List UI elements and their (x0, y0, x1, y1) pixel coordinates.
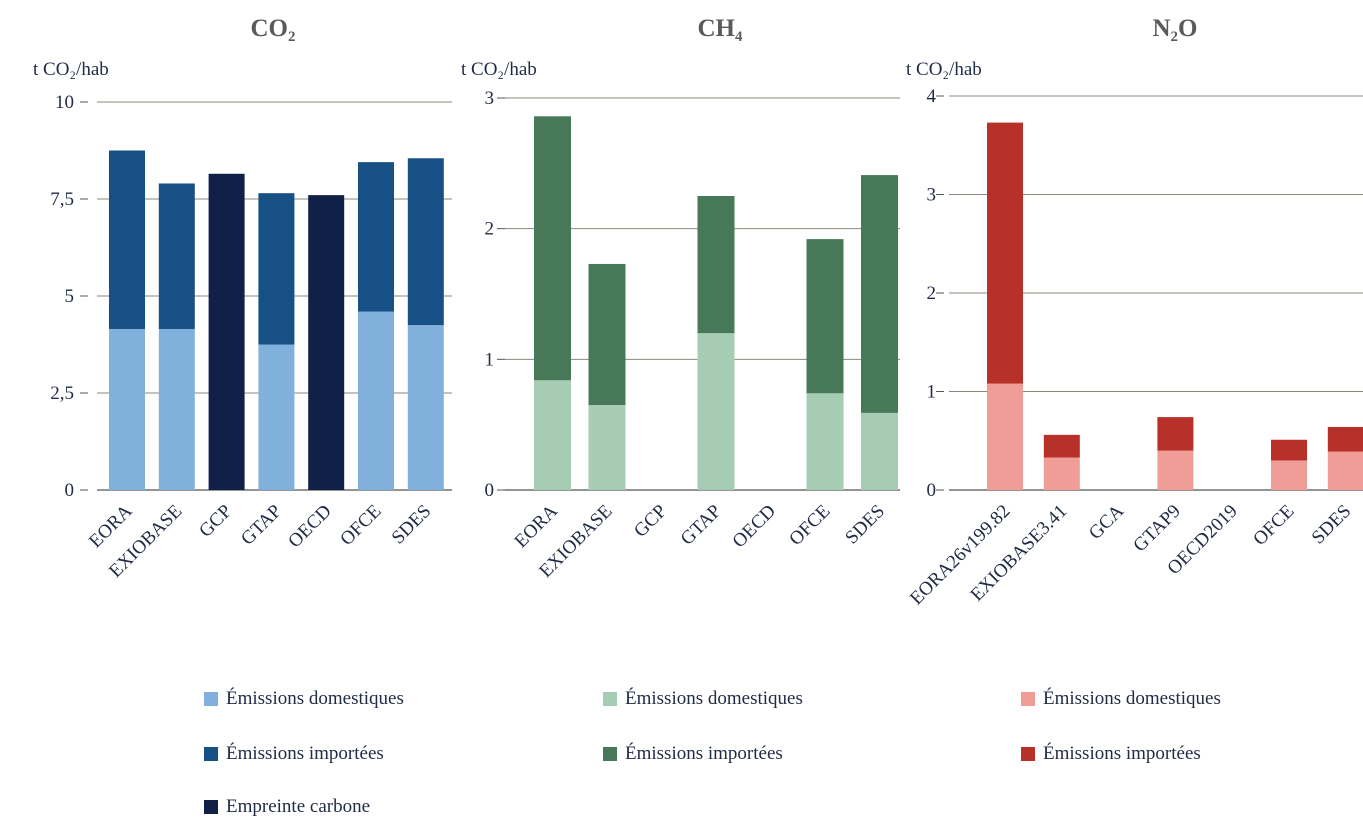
legend-label: Émissions domestiques (1043, 688, 1221, 709)
x-tick-label: EORA26v199.82 (906, 501, 1015, 610)
legend-label: Émissions importées (226, 743, 384, 764)
x-tick-label: GTAP9 (1129, 501, 1185, 557)
y-tick-label: 2,5 (50, 383, 74, 404)
bar-ofce-series-1 (358, 162, 394, 312)
bar-ofce-series-0 (358, 311, 394, 490)
y-axis-unit: t CO₂/hab (33, 59, 109, 80)
bar-exiobase3.41-series-1 (1043, 434, 1080, 458)
bar-eora-series-0 (109, 328, 145, 490)
x-tick-label: OFCE (336, 501, 385, 550)
legend-label: Émissions domestiques (625, 688, 803, 709)
x-tick-label: OECD (284, 501, 335, 552)
bar-exiobase-series-0 (158, 328, 195, 490)
bar-ofce-series-0 (1271, 460, 1307, 490)
y-tick-label: 4 (927, 86, 937, 107)
chart-title: CO2 (251, 15, 296, 45)
y-axis-unit: t CO₂/hab (906, 59, 982, 80)
bar-gtap-series-0 (258, 344, 295, 490)
bar-sdes-series-1 (1327, 426, 1363, 452)
y-tick-label: 3 (485, 88, 495, 109)
y-tick-label: 2 (927, 283, 937, 304)
y-tick-label: 10 (55, 92, 74, 113)
chart-panel-2: N2O t CO₂/hab 0 1 2 3 4 EORA26v199.82EXIOBASE3.… (906, 15, 1363, 609)
legend-n2o-domestic: Émissions domestiques (1021, 688, 1221, 710)
bar-eora-series-1 (109, 150, 145, 329)
x-tick-label: GTAP (237, 501, 286, 550)
x-tick-label: OFCE (785, 501, 834, 550)
bar-sdes-series-0 (861, 412, 898, 490)
x-tick-label: EXIOBASE3.41 (967, 501, 1072, 606)
x-tick-label: SDES (1308, 501, 1356, 549)
bar-gtap9-series-1 (1157, 417, 1194, 451)
x-tick-label: GCP (630, 501, 671, 542)
legend-swatch (603, 692, 617, 706)
legend-n2o-imported: Émissions importées (1021, 743, 1201, 765)
legend-co2-domestic: Émissions domestiques (204, 688, 404, 710)
x-tick-label: OECD (729, 501, 780, 552)
legend-co2-footprint: Empreinte carbone (204, 796, 370, 818)
legend-swatch (204, 747, 218, 761)
legend-swatch (1021, 692, 1035, 706)
legend-swatch (204, 800, 218, 814)
legend-ch4-imported: Émissions importées (603, 743, 783, 765)
legend-swatch (1021, 747, 1035, 761)
bar-eora26v199.82-series-0 (987, 383, 1023, 490)
legend-label: Empreinte carbone (226, 796, 371, 817)
y-tick-label: 0 (485, 480, 495, 501)
y-tick-label: 1 (485, 349, 495, 370)
x-tick-label: GTAP (677, 501, 726, 550)
y-tick-label: 0 (65, 480, 75, 501)
x-tick-label: GCP (195, 501, 236, 542)
y-tick-label: 2 (485, 219, 495, 240)
y-tick-label: 7,5 (50, 189, 74, 210)
y-tick-label: 0 (927, 480, 937, 501)
bar-exiobase-series-0 (588, 405, 626, 490)
bar-ofce-series-1 (806, 239, 844, 394)
chart-title: N2O (1152, 15, 1197, 45)
bar-eora26v199.82-series-1 (987, 122, 1023, 384)
legend-label: Émissions importées (625, 743, 783, 764)
y-axis-unit: t CO₂/hab (461, 59, 537, 80)
bar-ofce-series-1 (1271, 439, 1307, 461)
bar-oecd-series-2 (308, 195, 345, 490)
bar-exiobase-series-1 (588, 263, 626, 406)
legend-ch4-domestic: Émissions domestiques (603, 688, 803, 710)
y-tick-label: 5 (65, 286, 75, 307)
bar-gtap-series-1 (697, 196, 735, 334)
x-tick-label: SDES (841, 501, 889, 549)
bar-sdes-series-1 (861, 175, 898, 413)
legend-label: Émissions importées (1043, 743, 1201, 764)
bar-eora-series-0 (534, 380, 571, 490)
legend-swatch (603, 747, 617, 761)
bar-gcp-series-2 (208, 173, 245, 490)
y-tick-label: 3 (927, 185, 937, 206)
bar-gtap9-series-0 (1157, 450, 1194, 490)
bar-gtap-series-0 (697, 333, 735, 490)
bar-sdes-series-1 (407, 158, 444, 326)
y-tick-label: 1 (927, 382, 937, 403)
x-tick-label: SDES (388, 501, 436, 549)
legend-co2-imported: Émissions importées (204, 743, 384, 765)
x-tick-label: OFCE (1249, 501, 1298, 550)
bar-exiobase3.41-series-0 (1043, 457, 1080, 490)
bar-sdes-series-0 (407, 325, 444, 490)
legend-label: Émissions domestiques (226, 688, 404, 709)
x-tick-label: EORA (511, 500, 563, 552)
bar-gtap-series-1 (258, 193, 295, 345)
bar-ofce-series-0 (806, 393, 844, 490)
chart-title: CH4 (698, 15, 744, 45)
bar-sdes-series-0 (1327, 451, 1363, 490)
x-tick-label: GCA (1085, 500, 1128, 543)
legend-swatch (204, 692, 218, 706)
bar-exiobase-series-1 (158, 183, 195, 329)
bar-eora-series-1 (534, 116, 571, 381)
